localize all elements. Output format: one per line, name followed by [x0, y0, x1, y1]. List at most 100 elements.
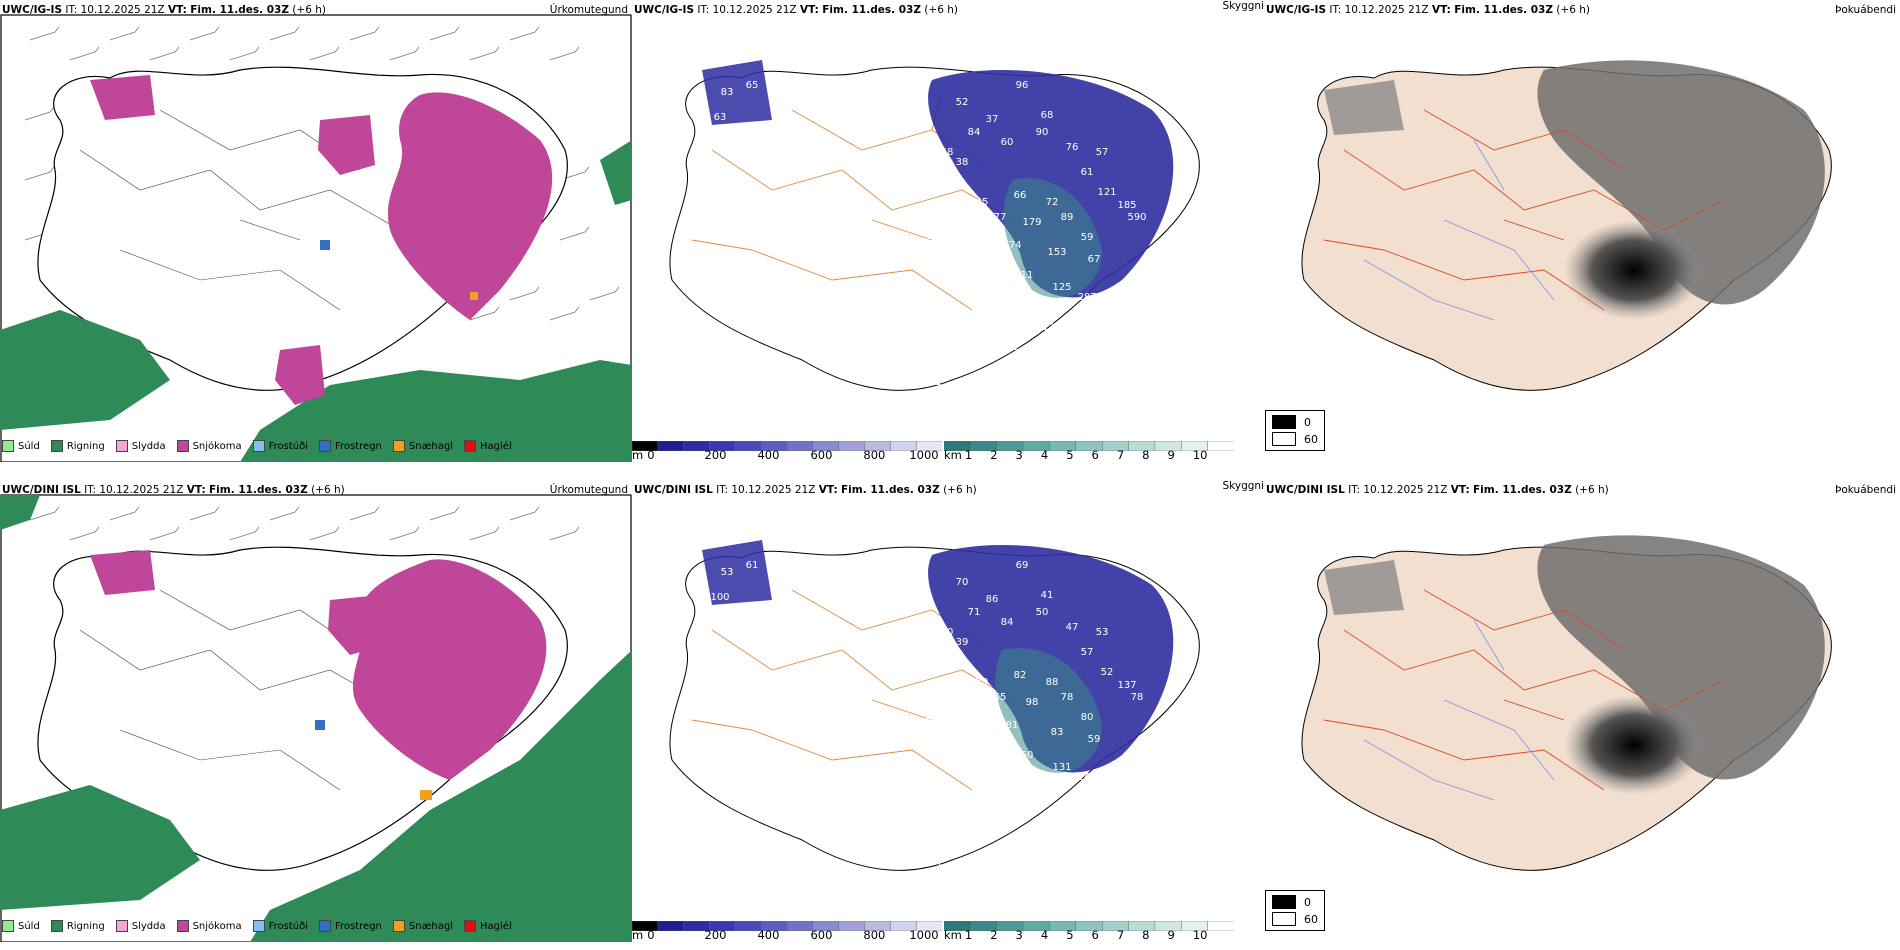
- fog-index-nw: [1324, 560, 1404, 615]
- colorbar-km: km 1 2 3 4 5 6 7 8 9 10: [943, 436, 1235, 462]
- rivers: [1363, 139, 1555, 321]
- it-label: IT:: [65, 4, 78, 16]
- cloud-value-label: 65: [746, 80, 759, 91]
- legend-item: Snæhagl: [392, 440, 453, 452]
- cloud-value-label: 87: [956, 227, 969, 238]
- variable-title: Skyggni: [1222, 480, 1265, 492]
- cloud-value-label: 153: [1047, 247, 1066, 258]
- cloud-value-label: 287: [1077, 292, 1096, 303]
- legend-swatch: [252, 440, 265, 452]
- snow-area-north: [328, 595, 385, 655]
- legend-item: Frostregn: [319, 440, 382, 452]
- legend-swatch: [319, 920, 331, 932]
- cloud-value-label: 68: [1041, 110, 1054, 121]
- ice-pellet-spot: [470, 292, 478, 300]
- fog-index-area: [1537, 60, 1825, 305]
- it-value: 10.12.2025 21Z: [80, 4, 165, 16]
- legend-item: Slydda: [115, 920, 166, 932]
- legend-item: Haglél: [464, 440, 512, 452]
- cloud-value-label: 91: [941, 734, 954, 745]
- ice-pellet-spot: [420, 790, 432, 800]
- rain-area-sw: [0, 785, 200, 910]
- cloud-value-label: 72: [946, 182, 959, 193]
- cloud-value-label: 100: [710, 592, 729, 603]
- colorbar-km-swatches: [943, 440, 1235, 452]
- cloud-value-label: 50: [941, 627, 954, 638]
- colorbar-km-ticks: km 1 2 3 4 5 6 7 8 9 10: [944, 448, 1208, 462]
- cloud-value-label: 78: [1061, 692, 1074, 703]
- variable-title: Úrkomutegund: [549, 484, 628, 496]
- colorbar-m: m 0 200 400 600 800 1000: [632, 916, 943, 942]
- roads: [1323, 589, 1725, 791]
- fog-index-max: [1564, 695, 1704, 795]
- cloud-value-label: 10: [966, 322, 979, 333]
- cloud-value-label: 113: [1042, 322, 1061, 333]
- cloud-value-label: 77: [926, 717, 939, 728]
- snow-area-nw: [90, 550, 155, 595]
- colorbar-km-ticks: km 1 2 3 4 5 6 7 8 9 10: [944, 928, 1208, 942]
- vt-label: VT:: [818, 484, 838, 496]
- fog-legend: 0 60: [1265, 890, 1325, 931]
- legend-item: Frostregn: [319, 920, 382, 932]
- fog-map: [1301, 535, 1832, 871]
- precip-legend: Súld Rigning Slydda Snjókoma Frostúði Fr…: [2, 440, 512, 452]
- cloud-value-label: 76: [1066, 142, 1079, 153]
- cloud-value-label: 50: [1036, 607, 1049, 618]
- legend-item: Rigning: [50, 920, 105, 932]
- cloud-panel-row2: 53 61 100 77 45 70 69 41 86 71 50 84 60 50 47 39 53 78 52 7…: [632, 480, 1264, 942]
- fog-panel-row2: UWC/DINI ISL IT: 10.12.2025 21Z VT: Fim.…: [1264, 480, 1900, 942]
- model-name: UWC/IG-IS: [634, 4, 695, 16]
- cloud-value-label: 77: [994, 212, 1007, 223]
- cloud-value-label: 60: [1001, 137, 1014, 148]
- cloud-value-label: 53: [1096, 627, 1109, 638]
- legend-swatch: [176, 440, 189, 452]
- cloud-value-label: 83: [1051, 727, 1064, 738]
- cloud-value-label: 137: [1117, 680, 1136, 691]
- vt-value: Fim. 11.des. 03Z: [822, 4, 921, 16]
- vt-value: Fim. 11.des. 03Z: [1473, 484, 1572, 496]
- vt-value: Fim. 11.des. 03Z: [190, 4, 289, 16]
- colorbar-m-swatches: [632, 440, 943, 452]
- legend-swatch: [2, 440, 14, 452]
- cloud-value-label: 184: [952, 707, 971, 718]
- cloud-value-label: 89: [986, 292, 999, 303]
- model-name: UWC/DINI ISL: [634, 484, 713, 496]
- cloud-value-label: 82: [1014, 670, 1027, 681]
- cloud-value-label: 61: [1081, 167, 1094, 178]
- roads: [691, 589, 1093, 791]
- cloud-value-label: 590: [1127, 212, 1146, 223]
- legend-swatch: [115, 920, 128, 932]
- cloud-value-label: 121: [1097, 187, 1116, 198]
- colorbar-m: m 0 200 400 600 800 1000: [632, 436, 943, 462]
- snow-area-east: [352, 559, 547, 780]
- colorbar-m-ticks: m 0 200 400 600 800 1000: [632, 928, 939, 942]
- cloud-value-label: 269: [942, 812, 961, 823]
- cloud-value-label: 59: [941, 254, 954, 265]
- cloud-value-label: 201: [942, 387, 961, 398]
- fog-index-area: [1537, 535, 1825, 780]
- rain-area-e: [600, 140, 632, 205]
- precip-panel-row1: UWC/IG-IS IT: 10.12.2025 21Z VT: Fim. 11…: [0, 0, 632, 462]
- precip-legend: Súld Rigning Slydda Snjókoma Frostúði Fr…: [2, 920, 512, 932]
- snow-area-east: [387, 92, 553, 320]
- cloud-value-label: 125: [1052, 282, 1071, 293]
- cloud-panel-row1: 83 65 63 93 10 52 96 68 37 84 90 60 59 48 76 38 57 45 72 45…: [632, 0, 1264, 462]
- it-label: IT:: [1348, 484, 1361, 496]
- rain-area-se: [250, 650, 632, 942]
- legend-swatch: [252, 920, 265, 932]
- cloud-value-label: 179: [1022, 217, 1041, 228]
- vt-value: Fim. 11.des. 03Z: [841, 484, 940, 496]
- it-value: 10.12.2025 21Z: [1344, 4, 1429, 16]
- panel-header: UWC/IG-IS IT: 10.12.2025 21Z VT: Fim. 11…: [2, 4, 326, 16]
- cloud-value-label: 93: [778, 120, 791, 131]
- colorbar-m-ticks: m 0 200 400 600 800 1000: [632, 448, 939, 462]
- cloud-value-label: 69: [1016, 560, 1029, 571]
- legend-swatch: [464, 920, 477, 932]
- roads: [79, 109, 461, 311]
- cloud-value-label: 77: [778, 600, 791, 611]
- cloud-value-label: 152: [982, 772, 1001, 783]
- variable-title: Þokuábendi: [1835, 484, 1896, 496]
- panel-header: UWC/DINI ISL IT: 10.12.2025 21Z VT: Fim.…: [1266, 484, 1609, 496]
